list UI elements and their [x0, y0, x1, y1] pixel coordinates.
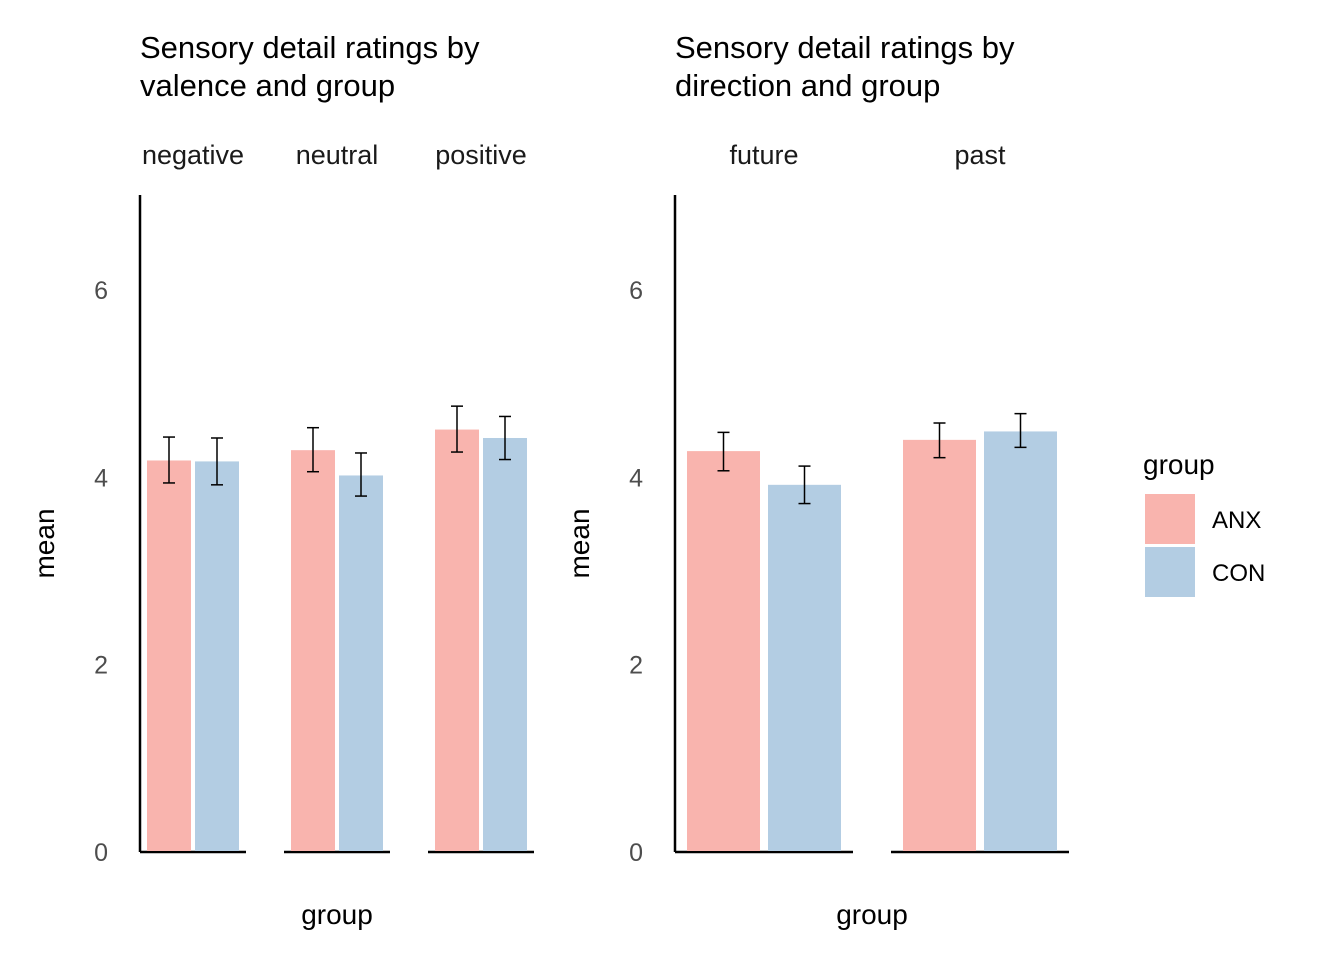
legend-label-anx: ANX	[1212, 507, 1261, 534]
bar-future-con	[768, 484, 841, 851]
bar-positive-con	[483, 437, 527, 851]
chart-title-line: Sensory detail ratings by	[140, 30, 480, 65]
bar-neutral-con	[339, 475, 383, 851]
chart-title-line: Sensory detail ratings by	[675, 30, 1015, 65]
bar-neutral-anx	[291, 450, 335, 851]
legend-swatch-con	[1145, 547, 1195, 597]
chart-title-line: direction and group	[675, 68, 940, 103]
legend-swatch-anx	[1145, 494, 1195, 544]
bar-future-anx	[687, 451, 760, 851]
y-tick-label: 4	[629, 464, 643, 492]
bar-past-con	[984, 431, 1057, 851]
legend-label-con: CON	[1212, 560, 1265, 587]
y-tick-label: 0	[629, 839, 643, 867]
y-axis-title: mean	[29, 508, 60, 578]
y-tick-label: 2	[94, 652, 108, 680]
y-tick-label: 2	[629, 652, 643, 680]
y-tick-label: 0	[94, 839, 108, 867]
y-tick-label: 6	[94, 277, 108, 305]
bar-negative-con	[195, 461, 239, 851]
facet-strip-label: past	[954, 140, 1006, 170]
bar-positive-anx	[435, 429, 479, 851]
y-tick-label: 6	[629, 277, 643, 305]
facet-strip-label: negative	[142, 140, 244, 170]
bar-negative-anx	[147, 460, 191, 851]
y-axis-title: mean	[564, 508, 595, 578]
bar-past-anx	[903, 439, 976, 851]
y-tick-label: 4	[94, 464, 108, 492]
legend-title: group	[1143, 449, 1215, 480]
x-axis-title: group	[301, 899, 373, 930]
x-axis-title: group	[836, 899, 908, 930]
facet-strip-label: future	[729, 140, 798, 170]
facet-strip-label: positive	[435, 140, 527, 170]
chart-title-line: valence and group	[140, 68, 395, 103]
facet-strip-label: neutral	[296, 140, 379, 170]
